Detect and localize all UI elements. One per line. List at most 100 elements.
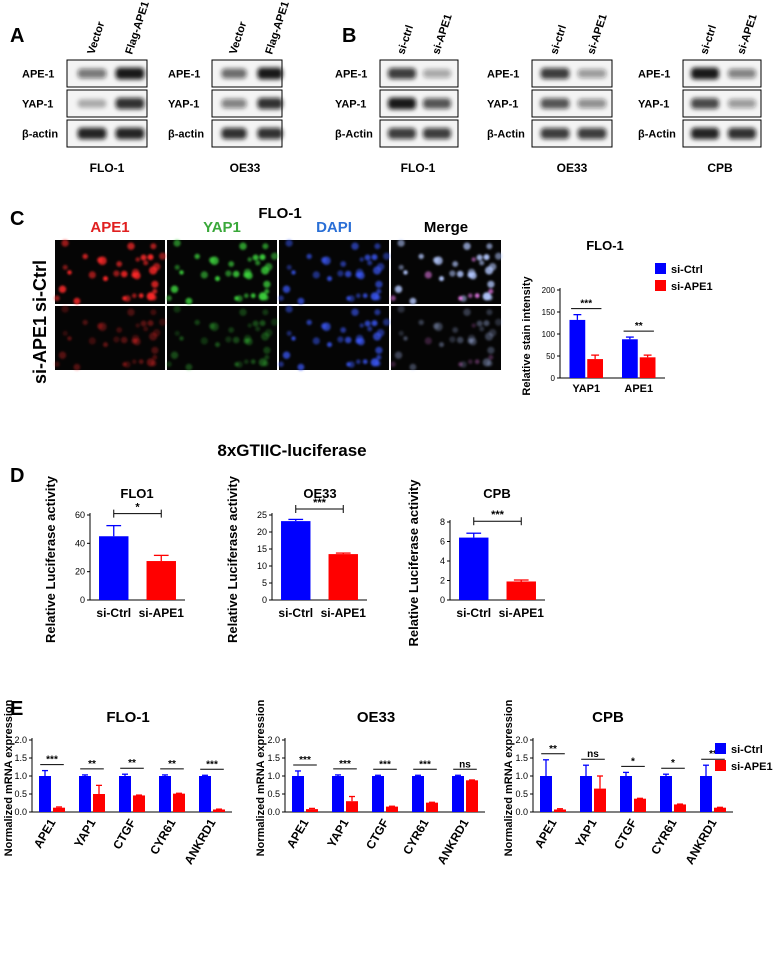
significance-label: ***: [46, 755, 58, 766]
y-tick-label: 1.0: [515, 771, 528, 781]
if-image-yap1-ctrl: [166, 239, 279, 305]
protein-label: β-Actin: [638, 129, 676, 141]
y-tick-label: 4: [440, 556, 445, 566]
chart-title: OE33: [357, 709, 395, 726]
bar: [540, 776, 552, 812]
bar: [466, 780, 478, 812]
x-tick-label: YAP1: [572, 816, 599, 849]
blot-band: [690, 127, 720, 140]
bar: [146, 561, 176, 600]
y-tick-label: 150: [542, 308, 556, 317]
chart-c-quant: FLO-1 Relative stain intensity 0 50 100 150 20…: [521, 238, 713, 396]
significance-label: ***: [339, 759, 351, 770]
y-tick-label: 0.5: [515, 789, 528, 799]
blot-cell-line-label: CPB: [707, 161, 733, 175]
significance-label: **: [168, 759, 176, 770]
protein-label: β-Actin: [335, 129, 373, 141]
chart-legend: si-Ctrl si-APE1: [715, 743, 773, 773]
blot-band: [727, 68, 757, 79]
legend-label: si-Ctrl: [731, 744, 763, 756]
bar: [99, 536, 129, 600]
y-axis-label: Relative Luciferase activity: [43, 475, 58, 643]
significance-label: ***: [419, 759, 431, 770]
blot-band: [115, 67, 145, 80]
bar: [199, 776, 211, 812]
y-tick-label: 1.0: [267, 771, 280, 781]
x-tick-label: APE1: [624, 383, 653, 395]
chart-title: CPB: [592, 709, 624, 726]
x-tick-label: si-Ctrl: [456, 606, 491, 620]
luciferase-title: 8xGTIIC-luciferase: [217, 441, 366, 460]
blot-band: [77, 99, 107, 108]
y-tick-label: 100: [542, 330, 556, 339]
significance-label: *: [671, 758, 675, 769]
y-tick-label: 60: [75, 510, 85, 520]
bar: [639, 357, 656, 378]
bar: [412, 776, 424, 812]
y-axis-label: Normalized mRNA expression: [503, 699, 515, 856]
y-tick-label: 25: [257, 510, 267, 520]
significance-label: **: [88, 759, 96, 770]
blot-band: [77, 68, 107, 79]
bar: [569, 319, 586, 378]
protein-label: APE-1: [487, 69, 519, 81]
y-tick-label: 5: [262, 578, 267, 588]
y-tick-label: 2.0: [14, 735, 27, 745]
blot-band: [77, 127, 107, 140]
y-tick-label: 10: [257, 561, 267, 571]
blot-flo-1-b: si-ctrl si-APE1 APE-1 YAP-1 β-Actin FLO-1: [335, 13, 459, 175]
if-image-merge-ctrl: [390, 239, 503, 305]
x-tick-label: YAP1: [71, 816, 98, 849]
y-tick-label: 0.5: [267, 789, 280, 799]
lane-label: si-ctrl: [698, 24, 719, 56]
bar: [620, 776, 632, 812]
chart-e-oe33: OE33 Normalized mRNA expression 0.0 0.5 1.0 1…: [255, 699, 485, 867]
x-tick-label: CYR61: [400, 816, 432, 857]
blot-band: [577, 98, 607, 109]
significance-label: ***: [299, 755, 311, 766]
y-tick-label: 0.0: [14, 807, 27, 817]
chart-title: FLO-1: [586, 238, 624, 253]
if-image-ape1-siape1: [54, 305, 167, 371]
if-channel-ape1: APE1: [90, 219, 129, 236]
x-tick-label: si-Ctrl: [96, 606, 131, 620]
if-channel-dapi: DAPI: [316, 219, 352, 236]
x-tick-label: YAP1: [324, 816, 351, 849]
western-blots: Vector Flag-APE1APE-1YAP-1β-actinFLO-1Vec…: [22, 0, 762, 175]
blot-cell-line-label: FLO-1: [90, 161, 125, 175]
blot-band: [422, 98, 452, 109]
legend-label: si-Ctrl: [671, 264, 703, 276]
if-image-merge-siape1: [390, 305, 503, 371]
y-tick-label: 20: [75, 567, 85, 577]
panel-letter-c: C: [10, 208, 24, 230]
y-tick-label: 50: [546, 352, 555, 361]
bar: [580, 776, 592, 812]
blot-band: [221, 98, 247, 109]
y-axis-label: Relative Luciferase activity: [406, 479, 421, 647]
protein-label: APE-1: [638, 69, 670, 81]
protein-label: YAP-1: [168, 99, 199, 111]
y-axis-label: Normalized mRNA expression: [255, 699, 267, 856]
blot-oe33-a: Vector Flag-APE1 APE-1 YAP-1 β-actin OE33: [168, 0, 292, 175]
panel-letter-a: A: [10, 25, 24, 47]
bar: [660, 776, 672, 812]
significance-label: **: [549, 744, 557, 755]
blot-band: [257, 127, 283, 140]
bar: [332, 776, 344, 812]
x-tick-label: si-APE1: [499, 606, 545, 620]
blot-band: [540, 98, 570, 109]
blot-band: [690, 67, 720, 80]
chart-title: OE33: [303, 486, 336, 501]
x-tick-label: ANKRD1: [682, 816, 719, 867]
significance-label: **: [128, 758, 136, 769]
panel-letter-b: B: [342, 25, 356, 47]
bar: [281, 521, 311, 600]
significance-label: ***: [206, 759, 218, 770]
blot-band: [422, 69, 452, 78]
bar: [674, 804, 686, 812]
x-tick-label: CYR61: [147, 816, 179, 857]
chart-e-flo1: FLO-1 Normalized mRNA expression 0.0 0.5 1.0…: [3, 699, 232, 867]
protein-label: YAP-1: [22, 99, 53, 111]
bar: [594, 788, 606, 812]
